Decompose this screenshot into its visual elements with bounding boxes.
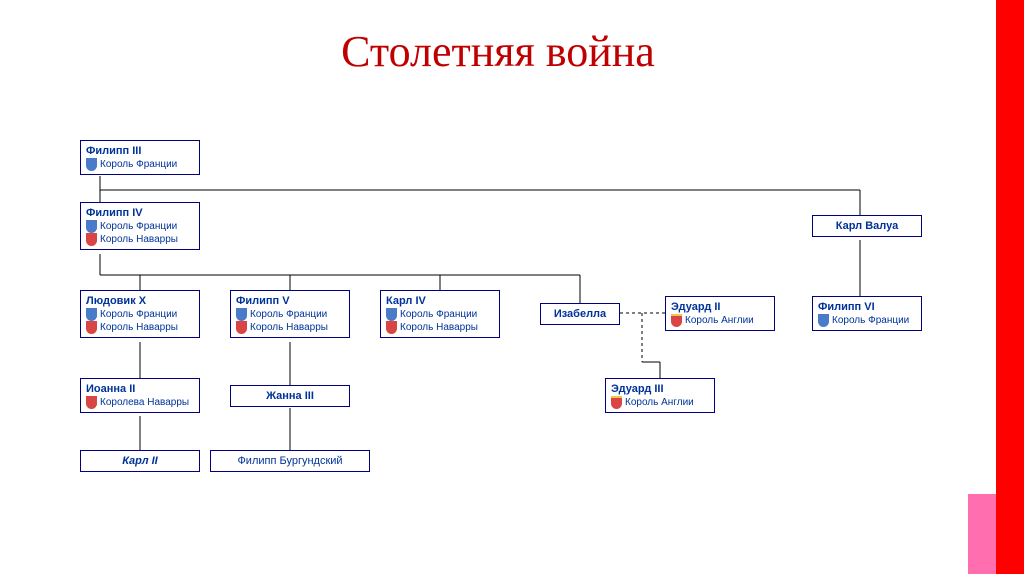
node-name: Филипп VI: [818, 300, 916, 314]
node-name: Изабелла: [546, 307, 614, 321]
node-role: Король Франции: [250, 308, 327, 321]
node-name: Филипп III: [86, 144, 194, 158]
crest-england-icon: [611, 396, 622, 409]
node-name: Эдуард II: [671, 300, 769, 314]
node-role: Король Франции: [400, 308, 477, 321]
crest-france-icon: [386, 308, 397, 321]
crest-england-icon: [671, 314, 682, 327]
connectors: [60, 140, 970, 540]
node-name: Людовик X: [86, 294, 194, 308]
node-edward3: Эдуард III Король Англии: [605, 378, 715, 413]
node-philip3: Филипп III Король Франции: [80, 140, 200, 175]
node-charles2: Карл II: [80, 450, 200, 472]
node-name: Жанна III: [236, 389, 344, 403]
node-philip-burgundy: Филипп Бургундский: [210, 450, 370, 472]
node-name: Филипп IV: [86, 206, 194, 220]
node-joan2: Иоанна II Королева Наварры: [80, 378, 200, 413]
node-role: Король Франции: [832, 314, 909, 327]
node-name: Филипп Бургундский: [216, 454, 364, 468]
crest-france-icon: [236, 308, 247, 321]
node-role: Король Наварры: [250, 321, 328, 334]
node-philip6: Филипп VI Король Франции: [812, 296, 922, 331]
node-name: Карл Валуа: [818, 219, 916, 233]
crest-france-icon: [818, 314, 829, 327]
node-name: Карл II: [86, 454, 194, 468]
side-bar-accent: [968, 494, 996, 574]
node-name: Филипп V: [236, 294, 344, 308]
node-role: Король Англии: [625, 396, 694, 409]
node-role: Король Франции: [100, 308, 177, 321]
crest-france-icon: [86, 308, 97, 321]
node-name: Карл IV: [386, 294, 494, 308]
crest-navarre-icon: [86, 396, 97, 409]
node-louis10: Людовик X Король Франции Король Наварры: [80, 290, 200, 338]
node-philip5: Филипп V Король Франции Король Наварры: [230, 290, 350, 338]
crest-france-icon: [86, 158, 97, 171]
node-role: Королева Наварры: [100, 396, 189, 409]
crest-navarre-icon: [86, 321, 97, 334]
crest-france-icon: [86, 220, 97, 233]
node-role: Король Франции: [100, 220, 177, 233]
node-charles-valois: Карл Валуа: [812, 215, 922, 237]
node-jeanne3: Жанна III: [230, 385, 350, 407]
crest-navarre-icon: [386, 321, 397, 334]
node-role: Король Наварры: [100, 233, 178, 246]
node-charles4: Карл IV Король Франции Король Наварры: [380, 290, 500, 338]
node-role: Король Англии: [685, 314, 754, 327]
node-role: Король Наварры: [400, 321, 478, 334]
node-role: Король Наварры: [100, 321, 178, 334]
node-isabella: Изабелла: [540, 303, 620, 325]
crest-navarre-icon: [86, 233, 97, 246]
node-name: Эдуард III: [611, 382, 709, 396]
node-role: Король Франции: [100, 158, 177, 171]
node-name: Иоанна II: [86, 382, 194, 396]
family-tree-diagram: Филипп III Король Франции Филипп IV Коро…: [60, 140, 970, 540]
side-bar-red: [996, 0, 1024, 574]
page-title: Столетняя война: [0, 26, 996, 77]
node-philip4: Филипп IV Король Франции Король Наварры: [80, 202, 200, 250]
crest-navarre-icon: [236, 321, 247, 334]
node-edward2: Эдуард II Король Англии: [665, 296, 775, 331]
